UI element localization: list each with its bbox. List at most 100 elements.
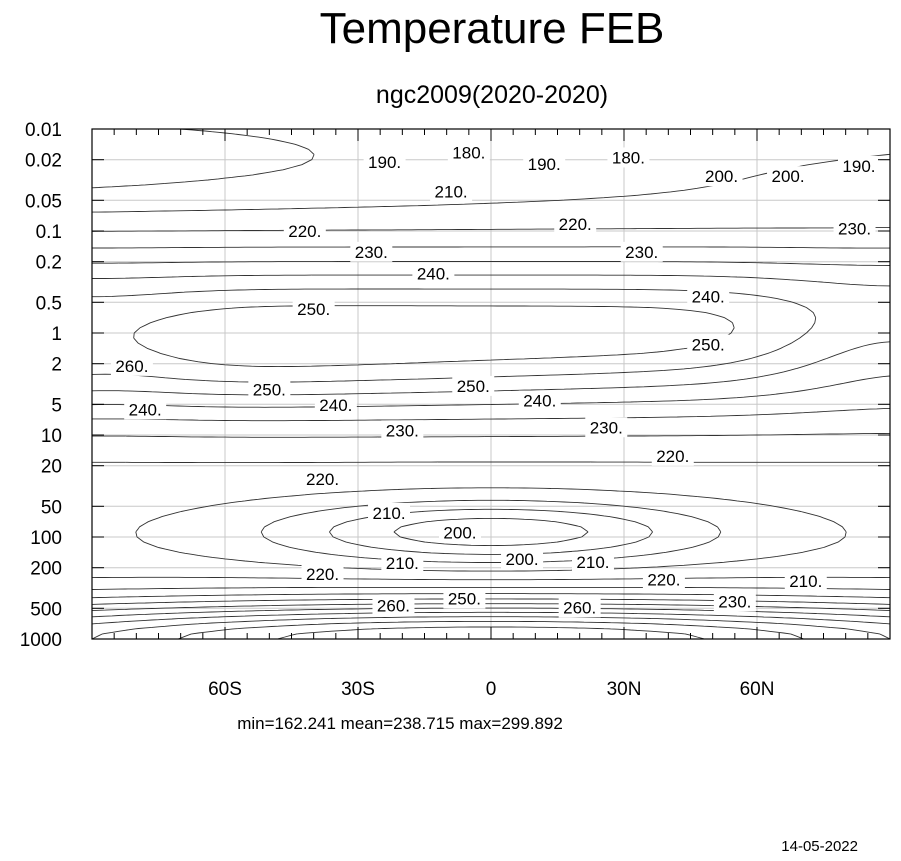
contour-label-background [381, 420, 424, 441]
contour-label-background [784, 570, 827, 591]
contour-label-background [283, 221, 326, 241]
contour-level-260 [91, 616, 891, 640]
contour-label: 190. [842, 157, 875, 176]
y-tick-label: 0.02 [25, 151, 62, 172]
contour-label-background [430, 181, 473, 202]
y-tick-label: 0.1 [36, 222, 62, 243]
contour-label: 230. [590, 418, 623, 437]
contour-label: 220. [647, 570, 680, 589]
contour-label: 210. [576, 553, 609, 572]
contour-label-background [124, 399, 167, 420]
contour-label-background [301, 468, 344, 489]
contour-label: 240. [523, 392, 556, 411]
x-tick-label: 0 [486, 679, 497, 700]
axes: 60S 30S 0 30N 60N 0.01 0.02 0.05 0.1 0.2 0.5 1 2 5 10 2… [20, 120, 891, 700]
contour-label: 240. [417, 264, 450, 283]
y-tick-label: 200 [30, 559, 62, 580]
contour-label: 240. [692, 288, 725, 307]
contour-label-background [350, 241, 393, 262]
x-tick-label: 60N [740, 679, 775, 700]
contour-label: 250. [457, 377, 490, 396]
y-tick-label: 5 [51, 395, 62, 416]
contour-label-background [368, 502, 411, 523]
contour-label: 210. [372, 504, 405, 523]
contour-label: 230. [386, 421, 419, 440]
x-tick-label: 60S [208, 679, 242, 700]
contour-label: 200. [443, 523, 476, 542]
contour-label-background [301, 563, 344, 584]
contour-label: 250. [297, 300, 330, 319]
contour-label: 220. [288, 222, 321, 241]
contour-label: 230. [838, 220, 871, 239]
contour-lines [91, 128, 891, 640]
y-tick-label: 0.05 [25, 191, 62, 212]
date-label: 14-05-2022 [781, 838, 858, 855]
x-tick-label: 30S [341, 679, 375, 700]
contour-label-background [554, 213, 597, 234]
contour-label-background [372, 595, 415, 616]
y-tick-label: 1000 [20, 630, 62, 651]
contour-label-background [292, 298, 335, 319]
contour-label: 220. [306, 565, 339, 584]
contour-label-background [558, 597, 601, 618]
contour-label-background [571, 551, 614, 572]
contour-label-background [700, 166, 743, 187]
contour-level-200 [91, 227, 891, 590]
contour-label: 260. [563, 598, 596, 617]
contour-label: 260. [115, 357, 148, 376]
y-tick-label: 500 [30, 599, 62, 620]
x-tick-label: 30N [607, 679, 642, 700]
y-tick-label: 2 [51, 355, 62, 376]
contour-label-background [585, 417, 628, 438]
contour-label-background [642, 569, 685, 590]
contour-label: 180. [612, 148, 645, 167]
y-tick-label: 0.5 [36, 293, 62, 314]
contour-label-background [443, 588, 486, 609]
contour-level-150 [393, 517, 589, 547]
y-tick-label: 0.01 [25, 120, 62, 141]
contour-label: 210. [789, 572, 822, 591]
contour-label-background [687, 286, 730, 307]
contour-label: 230. [718, 593, 751, 612]
contour-label: 180. [452, 144, 485, 163]
contour-label: 230. [355, 243, 388, 262]
contour-label: 230. [625, 243, 658, 262]
contour-label: 250. [448, 589, 481, 608]
contour-label: 190. [528, 155, 561, 174]
contour-label: 240. [129, 400, 162, 419]
contour-label-background [501, 549, 544, 570]
contour-label: 210. [386, 554, 419, 573]
contour-label: 210. [435, 183, 468, 202]
contour-label-background [452, 375, 495, 396]
contour-label: 220. [559, 215, 592, 234]
y-tick-label: 100 [30, 528, 62, 549]
contour-label-background [767, 166, 810, 187]
contour-label-background [833, 218, 876, 239]
contour-label: 200. [505, 550, 538, 569]
y-tick-label: 50 [41, 497, 62, 518]
chart-subtitle: ngc2009(2020-2020) [376, 81, 608, 109]
contour-label-background [412, 263, 455, 284]
contour-label-background [438, 522, 481, 543]
contour-label: 190. [368, 153, 401, 172]
contour-label-background [518, 390, 561, 411]
contour-label-background [607, 147, 650, 168]
contour-label-background [523, 153, 566, 174]
contour-label-background [713, 591, 756, 612]
contour-level-250 [91, 305, 891, 625]
y-tick-label: 10 [41, 426, 62, 447]
contour-label-background [110, 355, 153, 376]
contour-label: 250. [692, 336, 725, 355]
contour-label: 220. [306, 470, 339, 489]
contour-label: 240. [319, 396, 352, 415]
contour-label: 260. [377, 597, 410, 616]
y-tick-label: 20 [41, 457, 62, 478]
contour-label-background [363, 151, 406, 172]
contour-label: 250. [253, 381, 286, 400]
contour-label-background [837, 155, 880, 176]
contour-label-background [248, 379, 291, 400]
contour-label-background [314, 395, 357, 416]
y-tick-label: 1 [51, 324, 62, 345]
y-tick-label: 0.2 [36, 253, 62, 274]
